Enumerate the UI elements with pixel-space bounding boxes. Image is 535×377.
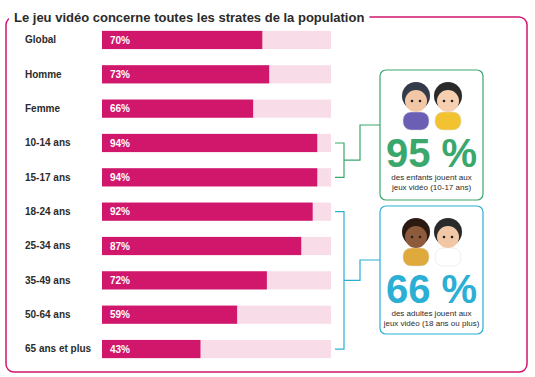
icon-face [405, 226, 427, 248]
icon-body [435, 248, 461, 266]
bracket [335, 212, 380, 349]
data-label: 87% [110, 241, 130, 252]
data-label: 73% [110, 69, 130, 80]
tick: 65 ans et plus [25, 343, 92, 354]
icon-face [437, 226, 459, 248]
category-label: 25-34 ans [25, 240, 71, 251]
callout-box [380, 70, 483, 200]
track [102, 237, 331, 255]
category-label: 10-14 ans [25, 137, 71, 148]
annotation-text: jeux vidéo (10-17 ans) [391, 183, 471, 192]
data-label: 43% [110, 344, 130, 355]
category-axis: Global Homme Femme 10-14 ans 15-17 ans 18-24 … [25, 34, 92, 354]
data-label: 72% [110, 275, 130, 286]
category-label: Homme [25, 69, 62, 80]
bar [102, 340, 200, 358]
annotation-text: des enfants jouent aux [391, 173, 472, 182]
bar [102, 134, 317, 152]
annotation-text: jeux vidéo (18 ans ou plus) [383, 319, 480, 328]
data-label: 92% [110, 206, 130, 217]
bar [102, 237, 301, 255]
icon-eye [419, 236, 422, 239]
tick: 15-17 ans [25, 172, 71, 183]
bar [102, 306, 237, 324]
data-label: 94% [110, 138, 130, 149]
icon-body [435, 112, 461, 130]
bar [102, 168, 317, 186]
tick: 10-14 ans [25, 137, 71, 148]
data-label: 59% [110, 309, 130, 320]
annotation: 95 %des enfants jouent auxjeux vidéo (10… [335, 70, 483, 200]
tick: 50-64 ans [25, 309, 71, 320]
person-icon [402, 82, 430, 130]
track [102, 203, 331, 221]
annotation: 66 %des adultes jouent auxjeux vidéo (18… [335, 206, 483, 349]
bar [102, 65, 269, 83]
tick: Femme [25, 103, 60, 114]
tracks [102, 31, 331, 358]
track [102, 306, 331, 324]
category-label: Global [25, 34, 56, 45]
bracket [335, 125, 380, 177]
frame [6, 17, 527, 372]
icon-eye [443, 236, 446, 239]
tick: Homme [25, 69, 62, 80]
track [102, 134, 331, 152]
track [102, 271, 331, 289]
tick: 35-49 ans [25, 275, 71, 286]
data-label: 70% [110, 35, 130, 46]
icon-body [403, 248, 429, 266]
callout-box [380, 206, 483, 334]
track [102, 340, 331, 358]
icon-body [403, 112, 429, 130]
tick: 25-34 ans [25, 240, 71, 251]
annotation-value: 95 % [386, 131, 477, 175]
tick: 18-24 ans [25, 206, 71, 217]
category-label: 18-24 ans [25, 206, 71, 217]
track [102, 100, 331, 118]
annotation-text: des adultes jouent aux [391, 309, 471, 318]
person-icon [434, 218, 462, 266]
chart: Le jeu vidéo concerne toutes les strates… [0, 0, 535, 377]
icon-eye [451, 236, 454, 239]
track [102, 168, 331, 186]
track [102, 31, 331, 49]
icon-eye [443, 100, 446, 103]
icon-face [405, 90, 427, 112]
bar [102, 203, 313, 221]
person-icon [402, 218, 430, 266]
tick: Global [25, 34, 56, 45]
data-label: 94% [110, 172, 130, 183]
category-label: 65 ans et plus [25, 343, 92, 354]
title-background [9, 10, 369, 25]
icon-eye [451, 100, 454, 103]
category-label: 15-17 ans [25, 172, 71, 183]
icon-face [437, 90, 459, 112]
bar [102, 100, 253, 118]
icon-eye [411, 100, 414, 103]
category-label: 35-49 ans [25, 275, 71, 286]
data-label: 66% [110, 103, 130, 114]
track [102, 65, 331, 83]
data-labels: 70% 73% 66% 94% 94% 92% 87% 72% 59% 43% [110, 35, 130, 355]
category-label: 50-64 ans [25, 309, 71, 320]
category-label: Femme [25, 103, 60, 114]
bar [102, 271, 267, 289]
icon-eye [411, 236, 414, 239]
bar [102, 31, 262, 49]
person-icon [434, 82, 462, 130]
icon-eye [419, 100, 422, 103]
annotation-value: 66 % [386, 267, 477, 311]
title: Le jeu vidéo concerne toutes les strates… [14, 10, 364, 25]
bars [102, 31, 317, 358]
